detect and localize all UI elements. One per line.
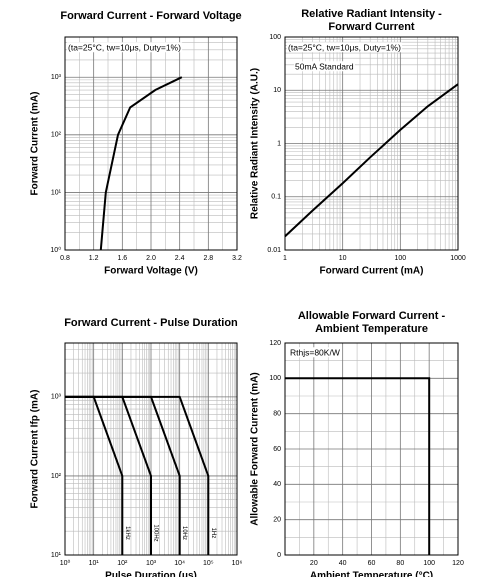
y-tick-label: 0.01 <box>267 247 281 254</box>
chart-title: Forward Current - Forward Voltage <box>60 10 241 22</box>
annotation-bg <box>287 42 403 53</box>
annotation-bg <box>289 347 341 358</box>
x-tick-label: 10⁶ <box>232 560 243 567</box>
y-axis-label: Allowable Forward Current (mA) <box>250 372 261 525</box>
x-tick-label: 2.0 <box>146 255 156 262</box>
series-label: 1kHz <box>124 526 130 540</box>
plot-frame <box>64 36 238 251</box>
annotation: (ta=25°C, tw=10μs, Duty=1%) <box>288 42 401 52</box>
x-tick-label: 60 <box>368 560 376 567</box>
y-tick-label: 20 <box>273 517 281 524</box>
y-tick-label: 10² <box>51 132 62 139</box>
chart-title: Ambient Temperature <box>315 323 428 335</box>
x-tick-label: 100 <box>423 560 435 567</box>
x-tick-label: 100 <box>394 255 406 262</box>
curve <box>65 395 210 555</box>
x-tick-label: 1 <box>283 255 287 262</box>
chart-title: Allowable Forward Current - <box>298 310 446 322</box>
curve <box>99 76 183 251</box>
series-label: 1Hz <box>210 528 216 539</box>
plot-frame <box>284 36 459 251</box>
x-tick-label: 2.8 <box>203 255 213 262</box>
chart-title: Forward Current <box>328 21 415 33</box>
annotation-bg <box>294 61 355 72</box>
y-tick-label: 10⁰ <box>50 246 61 254</box>
x-tick-label: 10³ <box>146 560 157 567</box>
x-tick-label: 1000 <box>450 255 466 262</box>
x-axis-label: Ambient Temperature (°C) <box>310 571 433 577</box>
chart-title: Forward Current - Pulse Duration <box>64 317 238 329</box>
y-tick-label: 120 <box>269 340 281 347</box>
y-axis-label: Forward Current Ifp (mA) <box>30 390 41 509</box>
chart-title: Relative Radiant Intensity - <box>301 8 442 20</box>
y-tick-label: 0 <box>277 552 281 559</box>
plot-frame <box>284 342 459 556</box>
x-tick-label: 20 <box>310 560 318 567</box>
y-tick-label: 1 <box>277 140 281 147</box>
x-tick-label: 3.2 <box>232 255 242 262</box>
y-tick-label: 100 <box>269 375 281 382</box>
curve <box>285 377 431 555</box>
x-tick-label: 2.4 <box>175 255 185 262</box>
y-tick-label: 80 <box>273 411 281 418</box>
x-tick-label: 1.2 <box>89 255 99 262</box>
series-label: 100Hz <box>152 524 158 541</box>
y-tick-label: 40 <box>273 481 281 488</box>
chart-panel: 1 10 100 1000 0.01 0.1 1 10 100 Relative Radiant … <box>250 8 466 277</box>
x-tick-label: 120 <box>452 560 464 567</box>
x-tick-label: 10⁰ <box>60 559 71 567</box>
x-tick-label: 1.6 <box>117 255 127 262</box>
x-axis-label: Forward Voltage (V) <box>104 266 198 277</box>
annotation: 50mA Standard <box>295 61 354 71</box>
x-tick-label: 10⁵ <box>203 560 214 567</box>
x-tick-label: 40 <box>339 560 347 567</box>
x-axis-label: Forward Current (mA) <box>320 266 424 277</box>
y-tick-label: 10¹ <box>51 189 62 196</box>
y-tick-label: 60 <box>273 446 281 453</box>
x-axis-label: Pulse Duration (μs) <box>105 571 197 577</box>
y-tick-label: 10² <box>51 473 62 480</box>
y-axis-label: Relative Radiant Intensity (A.U.) <box>250 68 261 219</box>
x-tick-label: 10 <box>339 255 347 262</box>
chart-panel: 0.8 1.2 1.6 2.0 2.4 2.8 3.2 10⁰ 10¹ 10² 10³ Forward… <box>30 10 242 277</box>
annotation: Rthjs=80K/W <box>290 347 340 357</box>
chart-panel: 20 40 60 80 100 120 0 20 40 60 80 100 120 Allowable F… <box>250 310 464 577</box>
series-label: 10Hz <box>181 526 187 540</box>
x-tick-label: 10¹ <box>89 560 100 567</box>
x-tick-label: 80 <box>396 560 404 567</box>
y-tick-label: 10 <box>273 87 281 94</box>
y-tick-label: 100 <box>269 34 281 41</box>
x-tick-label: 10² <box>117 560 128 567</box>
x-tick-label: 10⁴ <box>174 560 185 567</box>
annotation-bg <box>67 42 183 53</box>
y-tick-label: 0.1 <box>271 194 281 201</box>
y-axis-label: Forward Current (mA) <box>30 92 41 196</box>
y-tick-label: 10³ <box>51 394 62 401</box>
curve <box>284 83 459 238</box>
annotation: (ta=25°C, tw=10μs, Duty=1%) <box>68 42 181 52</box>
x-tick-label: 0.8 <box>60 255 70 262</box>
y-tick-label: 10³ <box>51 74 62 81</box>
y-tick-label: 10¹ <box>51 552 62 559</box>
